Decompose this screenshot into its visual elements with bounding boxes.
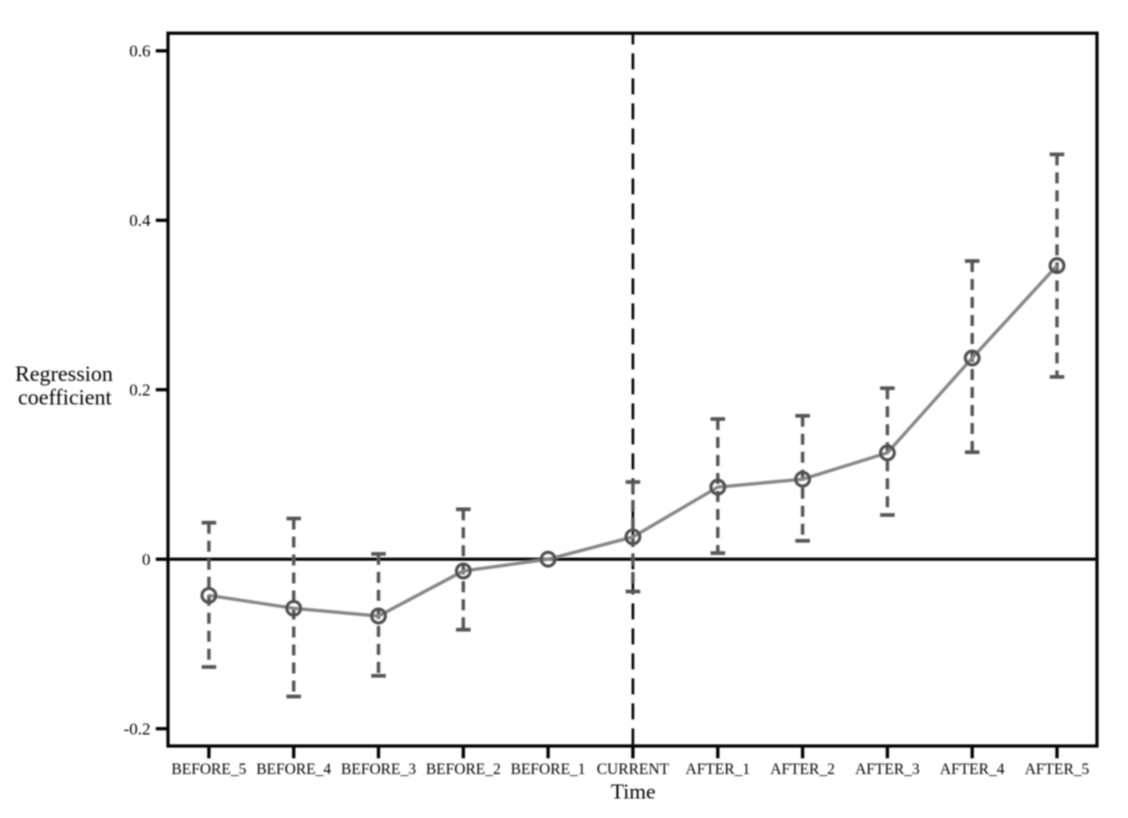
svg-text:AFTER_1: AFTER_1: [686, 761, 751, 778]
svg-text:0: 0: [142, 550, 151, 569]
svg-text:BEFORE_4: BEFORE_4: [256, 761, 331, 778]
svg-text:BEFORE_2: BEFORE_2: [426, 761, 501, 778]
svg-text:AFTER_4: AFTER_4: [940, 761, 1005, 778]
svg-text:AFTER_2: AFTER_2: [770, 761, 835, 778]
svg-text:BEFORE_5: BEFORE_5: [171, 761, 246, 778]
svg-text:-0.2: -0.2: [124, 719, 151, 738]
svg-text:Regression: Regression: [15, 361, 113, 386]
svg-text:CURRENT: CURRENT: [597, 761, 670, 778]
svg-text:coefficient: coefficient: [18, 385, 112, 410]
svg-text:0.6: 0.6: [129, 41, 150, 60]
svg-text:Time: Time: [611, 780, 656, 804]
svg-text:0.2: 0.2: [129, 380, 150, 399]
svg-text:AFTER_3: AFTER_3: [855, 761, 920, 778]
svg-text:AFTER_5: AFTER_5: [1025, 761, 1090, 778]
svg-text:BEFORE_3: BEFORE_3: [341, 761, 416, 778]
svg-text:BEFORE_1: BEFORE_1: [511, 761, 586, 778]
svg-text:0.4: 0.4: [129, 211, 151, 230]
